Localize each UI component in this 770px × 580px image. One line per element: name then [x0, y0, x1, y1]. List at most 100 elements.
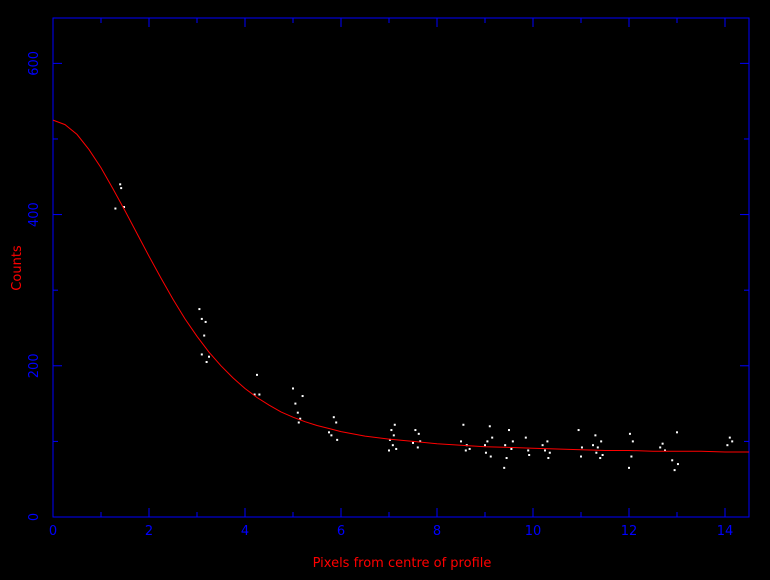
data-point: [414, 429, 417, 432]
x-tick-label: 14: [717, 524, 734, 539]
data-point: [508, 429, 510, 432]
data-point: [412, 441, 414, 444]
data-point: [628, 466, 630, 469]
data-point: [594, 434, 597, 437]
data-point: [484, 451, 487, 454]
data-point: [332, 416, 335, 419]
data-point: [390, 429, 393, 432]
data-point: [577, 429, 580, 432]
data-point: [462, 423, 465, 426]
data-point: [671, 459, 674, 462]
data-point: [510, 447, 513, 450]
data-point: [544, 449, 546, 452]
data-point: [601, 454, 604, 457]
data-point: [731, 440, 734, 443]
data-point: [388, 438, 391, 441]
data-point: [489, 455, 492, 458]
data-point: [336, 438, 339, 441]
data-point: [328, 431, 330, 434]
data-point: [548, 451, 551, 454]
data-point: [528, 454, 531, 457]
data-point: [123, 206, 126, 209]
y-axis-label: Counts: [10, 245, 25, 291]
data-point: [296, 411, 299, 414]
data-point: [673, 469, 676, 472]
data-point: [335, 421, 338, 424]
data-point: [419, 440, 422, 443]
data-point: [504, 444, 507, 447]
data-point: [505, 457, 508, 460]
y-tick-label: 600: [27, 51, 42, 76]
axis-ticks: [52, 18, 749, 518]
plot-frame: [52, 17, 750, 518]
x-tick-label: 6: [337, 524, 345, 539]
data-point: [511, 440, 514, 443]
data-point: [592, 444, 594, 447]
data-point: [297, 421, 300, 424]
data-point: [253, 393, 256, 396]
data-point: [292, 387, 294, 390]
y-tick-label: 400: [27, 202, 42, 227]
data-point: [393, 423, 396, 426]
data-point: [208, 355, 210, 358]
data-point: [503, 466, 506, 469]
data-point: [392, 434, 395, 437]
x-tick-label: 8: [433, 524, 441, 539]
data-point: [301, 395, 304, 398]
data-point: [203, 334, 206, 337]
data-point: [294, 402, 297, 405]
data-point: [664, 449, 666, 452]
data-point: [547, 457, 550, 460]
data-point: [628, 432, 631, 435]
data-point: [524, 436, 527, 439]
x-tick-labels: 0 2 4 6 8 10 12 14: [49, 524, 733, 539]
x-axis-label: Pixels from centre of profile: [313, 556, 492, 571]
data-point: [119, 183, 122, 186]
data-point: [417, 432, 420, 435]
data-point: [726, 444, 729, 447]
data-point: [541, 444, 544, 447]
y-tick-label: 200: [27, 353, 42, 378]
data-point: [599, 457, 602, 460]
data-point: [488, 425, 491, 428]
data-point: [391, 444, 394, 447]
data-point: [330, 434, 333, 437]
data-point: [460, 440, 462, 443]
data-point: [728, 436, 731, 439]
data-point: [198, 308, 201, 311]
data-point: [659, 446, 662, 449]
x-tick-label: 0: [49, 524, 57, 539]
y-tick-labels: 0 200 400 600: [27, 51, 42, 521]
data-point: [484, 444, 486, 447]
data-point: [205, 361, 208, 364]
data-point: [491, 436, 494, 439]
data-point: [676, 431, 678, 434]
data-point: [416, 446, 419, 449]
data-point: [527, 449, 530, 452]
data-point: [395, 447, 398, 450]
data-point: [200, 353, 203, 356]
data-point: [464, 449, 467, 452]
x-tick-label: 4: [241, 524, 249, 539]
data-point: [631, 440, 634, 443]
data-point: [258, 393, 261, 396]
data-point: [299, 417, 302, 420]
data-points: [114, 183, 734, 472]
data-point: [200, 317, 203, 320]
data-point: [676, 463, 679, 466]
data-point: [630, 455, 633, 458]
data-point: [580, 455, 582, 458]
data-point: [600, 440, 603, 443]
data-point: [661, 442, 664, 445]
data-point: [120, 187, 123, 190]
data-point: [596, 446, 599, 449]
fit-curve: [52, 119, 749, 453]
x-tick-label: 12: [621, 524, 638, 539]
x-tick-label: 10: [525, 524, 542, 539]
data-point: [468, 447, 471, 450]
data-point: [486, 440, 489, 443]
data-point: [580, 446, 583, 449]
data-point: [388, 449, 390, 452]
data-point: [595, 451, 598, 454]
